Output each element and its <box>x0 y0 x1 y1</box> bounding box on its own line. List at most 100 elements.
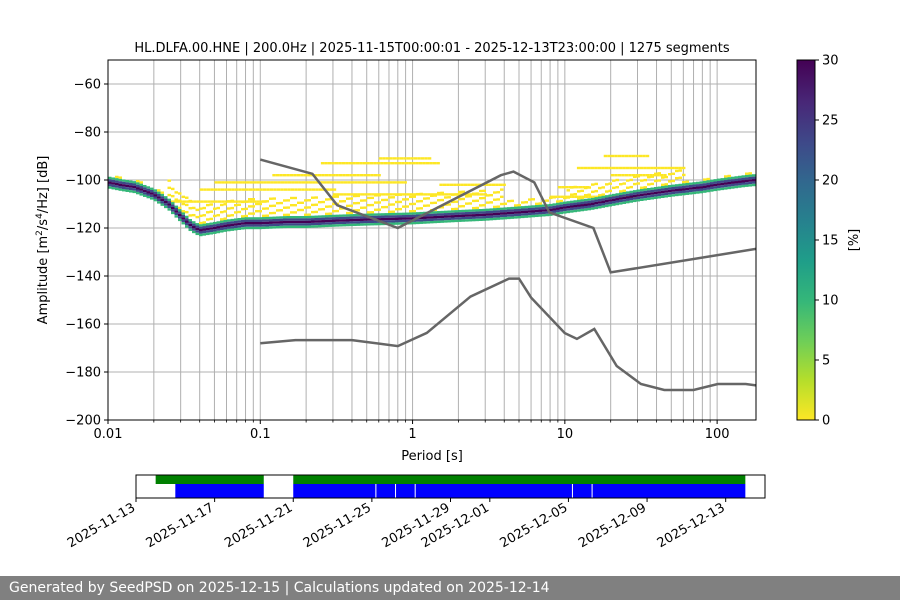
density-cell <box>381 217 385 221</box>
density-cell <box>605 197 609 200</box>
density-cell <box>356 194 360 198</box>
density-cell-spread <box>446 183 450 186</box>
density-cell-spread <box>444 193 449 196</box>
density-cell <box>423 204 427 207</box>
density-cell <box>342 216 346 220</box>
density-cell-spread <box>315 188 319 191</box>
density-cell <box>206 225 210 228</box>
density-cell <box>360 218 364 221</box>
density-cell <box>703 190 707 193</box>
density-cell <box>332 224 336 227</box>
density-cell <box>251 198 255 201</box>
density-cell <box>174 210 178 213</box>
density-cell <box>384 198 388 202</box>
density-cell <box>444 210 448 214</box>
density-cell-spread <box>297 188 302 191</box>
density-cell <box>195 227 199 231</box>
density-cell <box>668 185 672 188</box>
density-cell <box>727 177 731 180</box>
density-cell <box>458 209 462 213</box>
density-cell <box>178 211 182 214</box>
density-cell <box>237 217 241 221</box>
density-cell <box>356 216 360 219</box>
density-cell <box>339 219 343 222</box>
density-cell <box>395 217 399 221</box>
density-cell <box>293 196 297 200</box>
density-cell-spread <box>294 181 299 184</box>
density-cell-spread <box>353 193 358 196</box>
density-cell <box>423 197 427 200</box>
density-cell-spread <box>396 181 400 184</box>
density-cell <box>496 210 500 213</box>
density-cell <box>136 182 140 185</box>
density-cell <box>241 200 245 204</box>
density-cell <box>542 211 546 215</box>
density-cell-spread <box>349 174 353 177</box>
density-cell-spread <box>432 162 437 165</box>
density-cell <box>237 222 241 226</box>
density-cell <box>426 218 430 222</box>
density-cell-spread <box>342 174 346 177</box>
density-cell <box>171 209 175 212</box>
density-cell <box>587 200 591 204</box>
density-cell-spread <box>331 162 335 165</box>
density-cell <box>661 188 665 191</box>
density-cell <box>724 184 728 188</box>
density-cell <box>643 186 647 189</box>
density-cell <box>643 193 647 196</box>
density-cell <box>608 199 612 202</box>
density-cell <box>675 191 679 194</box>
density-cell <box>349 221 353 224</box>
density-cell <box>300 220 304 224</box>
density-cell <box>584 203 588 206</box>
density-cell <box>332 209 336 213</box>
density-cell <box>342 214 346 217</box>
density-cell-spread <box>369 162 374 165</box>
density-cell <box>724 175 728 178</box>
density-cell-spread <box>583 166 588 170</box>
chart-title: HL.DLFA.00.HNE | 200.0Hz | 2025-11-15T00… <box>134 41 730 56</box>
density-cell <box>332 195 336 198</box>
density-cell <box>174 198 178 201</box>
density-cell-spread <box>373 162 377 165</box>
density-cell <box>220 222 224 226</box>
density-cell <box>202 226 206 229</box>
density-cell <box>535 209 539 213</box>
density-cell <box>220 203 224 207</box>
density-cell <box>465 212 469 215</box>
density-cell <box>486 218 490 221</box>
density-cell <box>503 216 507 220</box>
density-cell <box>514 211 518 214</box>
density-cell <box>339 200 343 203</box>
density-cell <box>199 229 203 232</box>
density-cell <box>279 216 283 219</box>
density-cell <box>685 185 689 188</box>
density-cell-spread <box>275 174 280 177</box>
density-cell <box>454 214 458 218</box>
density-cell <box>468 202 472 205</box>
density-cell <box>283 220 287 224</box>
density-cell-spread <box>377 174 381 177</box>
density-cell <box>657 193 661 197</box>
density-cell <box>496 215 500 218</box>
density-cell <box>370 211 374 214</box>
density-cell <box>615 195 619 199</box>
density-cell <box>563 201 567 205</box>
density-cell-spread <box>373 174 378 177</box>
density-cell <box>605 204 609 208</box>
y-label-part-1: Amplitude [m <box>36 236 51 325</box>
density-cell <box>384 205 388 209</box>
density-cell <box>122 184 126 187</box>
density-cell <box>601 195 605 199</box>
density-cell-spread <box>363 174 367 177</box>
density-cell-spread <box>409 193 414 196</box>
density-cell-spread <box>339 193 344 196</box>
density-cell <box>342 199 346 203</box>
density-cell <box>251 226 255 230</box>
density-cell-spread <box>397 162 402 165</box>
density-cell <box>192 206 196 210</box>
density-cell <box>230 214 234 217</box>
density-cell-spread <box>322 181 327 184</box>
density-cell <box>216 230 220 234</box>
density-cell <box>160 203 164 206</box>
